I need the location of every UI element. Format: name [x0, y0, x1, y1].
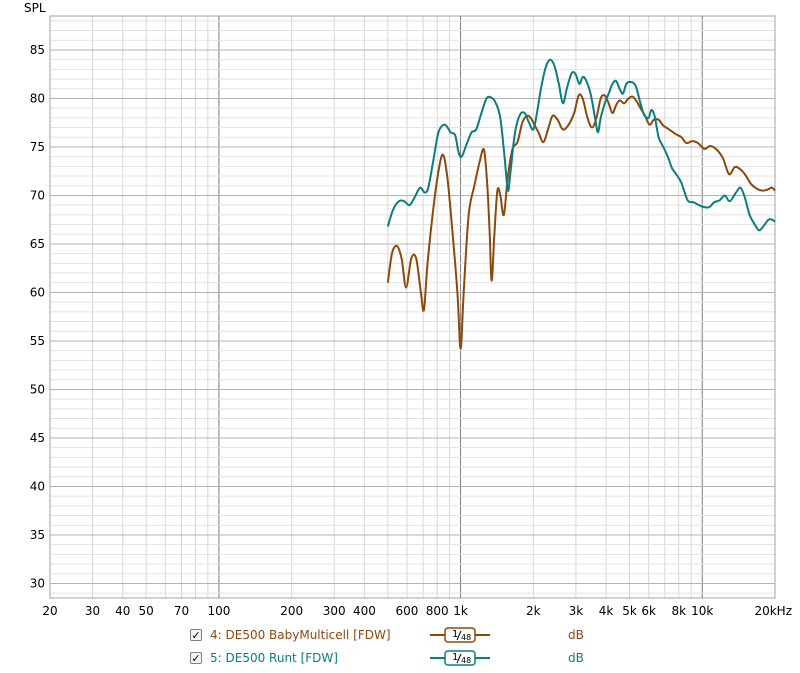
x-tick-label: 400 [353, 604, 376, 618]
x-tick-label: 2k [526, 604, 541, 618]
frequency-response-chart: 30 35 40 45 50 55 60 65 70 75 80 85 20 30 40 50 70 100 200… [24, 1, 792, 618]
x-tick-label: 1k [453, 604, 468, 618]
x-tick-label: 30 [85, 604, 100, 618]
x-tick-label: 100 [207, 604, 230, 618]
legend-swatch-series-4[interactable]: 1 48 [430, 626, 490, 644]
smoothing-numerator: 1 [452, 652, 458, 663]
x-tick-label: 4k [599, 604, 614, 618]
tick-labels: 30 35 40 45 50 55 60 65 70 75 80 85 20 30 40 50 70 100 200… [30, 43, 792, 618]
grid-lines [49, 16, 776, 598]
x-tick-label: 50 [139, 604, 154, 618]
legend-unit-series-5: dB [568, 651, 584, 665]
legend-row-series-5[interactable]: ✓ 5: DE500 Runt [FDW] 1 48 dB [190, 650, 584, 666]
y-tick-label: 70 [30, 188, 45, 202]
checkmark-icon: ✓ [191, 652, 201, 665]
x-tick-label: 300 [323, 604, 346, 618]
series-layer [386, 58, 776, 350]
x-tick-label: 6k [641, 604, 656, 618]
x-tick-label: 800 [426, 604, 449, 618]
series-line-5 [386, 58, 776, 232]
smoothing-numerator: 1 [452, 629, 458, 640]
legend-swatch-series-5[interactable]: 1 48 [430, 649, 490, 667]
series-line-4 [386, 93, 776, 350]
x-tick-label: 20 [42, 604, 57, 618]
x-tick-label: 200 [280, 604, 303, 618]
legend-label-series-5: 5: DE500 Runt [FDW] [210, 651, 338, 665]
y-tick-label: 75 [30, 140, 45, 154]
x-tick-label: 40 [115, 604, 130, 618]
y-tick-label: 35 [30, 528, 45, 542]
y-tick-label: 60 [30, 285, 45, 299]
x-tick-label: 3k [569, 604, 584, 618]
legend-row-series-4[interactable]: ✓ 4: DE500 BabyMulticell [FDW] 1 48 dB [190, 627, 584, 643]
y-tick-label: 40 [30, 479, 45, 493]
checkmark-icon: ✓ [191, 629, 201, 642]
y-axis-label: SPL [24, 1, 46, 15]
x-tick-label: 70 [174, 604, 189, 618]
legend-checkbox-series-4[interactable]: ✓ [190, 629, 202, 642]
y-tick-label: 30 [30, 576, 45, 590]
x-tick-label: 10k [691, 604, 713, 618]
legend-unit-series-4: dB [568, 628, 584, 642]
x-tick-label: 600 [396, 604, 419, 618]
y-tick-label: 85 [30, 43, 45, 57]
y-tick-label: 45 [30, 431, 45, 445]
x-tick-label: 20kHz [754, 604, 792, 618]
y-tick-label: 80 [30, 91, 45, 105]
smoothing-denominator: 48 [461, 656, 471, 665]
y-tick-label: 65 [30, 237, 45, 251]
plot-frame [49, 15, 776, 599]
legend-checkbox-series-5[interactable]: ✓ [190, 652, 202, 665]
x-tick-label: 5k [622, 604, 637, 618]
y-tick-label: 55 [30, 334, 45, 348]
y-tick-label: 50 [30, 382, 45, 396]
smoothing-denominator: 48 [461, 633, 471, 642]
legend-label-series-4: 4: DE500 BabyMulticell [FDW] [210, 628, 391, 642]
x-tick-label: 8k [672, 604, 687, 618]
